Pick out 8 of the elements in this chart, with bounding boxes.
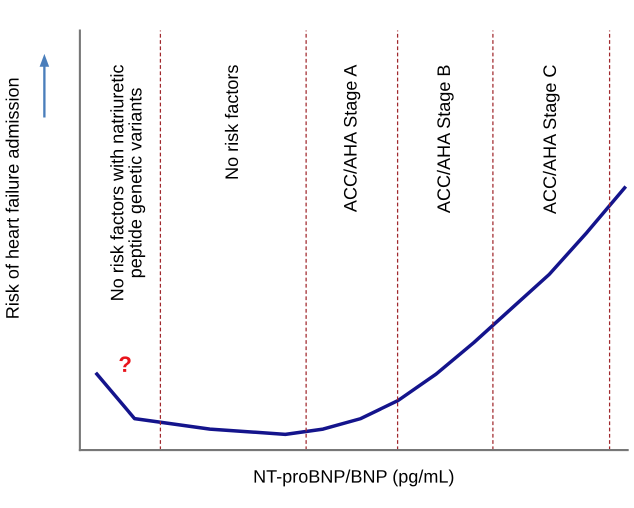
annotation: ? — [119, 356, 131, 372]
annotation: No risk factors with natriuretic peptide genetic variants — [110, 65, 146, 300]
text: No risk factors — [224, 65, 238, 178]
y-axis-title: Risk of heart failure admission — [6, 78, 19, 318]
annotation: ACC/AHA Stage A — [343, 64, 360, 212]
x-axis-title: NT-proBNP/BNP (pg/mL) — [254, 470, 454, 486]
annotation: ACC/AHA Stage B — [436, 66, 454, 214]
annotation: ACC/AHA Stage C — [542, 65, 560, 214]
